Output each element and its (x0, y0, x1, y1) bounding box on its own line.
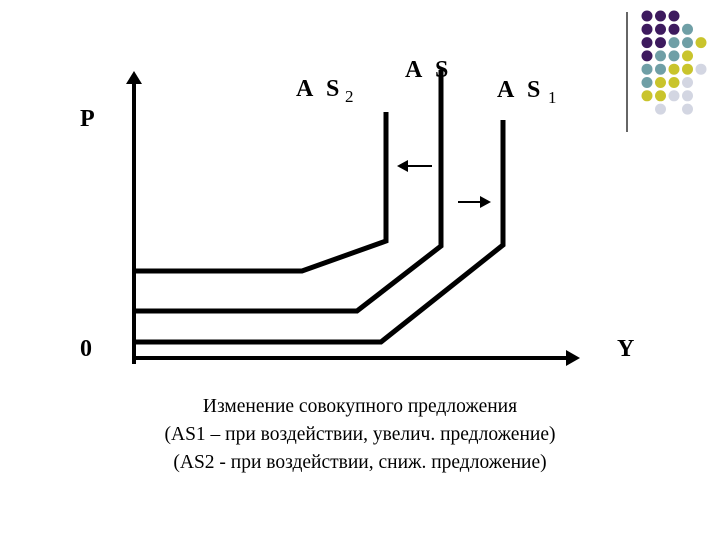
decorative-dot (695, 63, 707, 75)
curve-as2-label: A S (296, 76, 343, 102)
decorative-dot (641, 50, 653, 62)
x-axis-arrowhead (566, 350, 580, 366)
origin-label: 0 (80, 336, 92, 362)
curve-as1-label: A S (497, 77, 544, 103)
y-axis-label: P (80, 106, 95, 132)
decorative-dot (655, 10, 666, 22)
shift-left-arrow-icon (397, 160, 432, 172)
decorative-dot (668, 50, 680, 62)
decorative-dot (668, 77, 680, 88)
decorative-dot (668, 37, 680, 49)
decorative-dot (682, 63, 693, 75)
decorative-dot (655, 77, 666, 88)
y-axis-arrowhead (126, 71, 142, 84)
decorative-dot-grid (641, 10, 707, 115)
x-axis-label: Y (617, 336, 634, 362)
curve-as-label: A S (405, 57, 452, 83)
decorative-dot (655, 37, 666, 49)
decorative-dot (668, 10, 680, 22)
caption-line: (AS1 – при воздействии, увелич. предложе… (164, 424, 556, 445)
curve-as2 (136, 112, 389, 274)
decorative-dot (682, 77, 693, 88)
decorative-dot (682, 50, 693, 62)
decorative-dot (655, 90, 666, 102)
curve-as1 (136, 120, 506, 345)
decorative-dot (641, 63, 653, 75)
curve-as (136, 70, 444, 314)
decorative-dot (668, 63, 680, 75)
curve-as1-subscript: 1 (548, 88, 557, 107)
decorative-dot (641, 90, 653, 102)
decorative-dot (655, 63, 666, 75)
decorative-dot (682, 37, 693, 49)
decorative-dot (682, 103, 693, 115)
decorative-dot (655, 103, 666, 115)
decorative-dot (641, 23, 653, 35)
decorative-dot (655, 23, 666, 35)
decorative-dot (682, 23, 693, 35)
decorative-dot (641, 77, 653, 88)
curve-as2-subscript: 2 (345, 87, 354, 106)
decorative-dot (641, 37, 653, 49)
decorative-dot (695, 37, 707, 49)
shift-right-arrow-icon (458, 196, 491, 208)
caption-line: Изменение совокупного предложения (202, 396, 518, 417)
caption-line: (AS2 - при воздействии, сниж. предложени… (173, 452, 547, 473)
decorative-dot (668, 23, 680, 35)
decorative-dot (655, 50, 666, 62)
decorative-dot (682, 90, 693, 102)
decorative-dot (668, 90, 680, 102)
decorative-dot (641, 10, 653, 22)
caption: Изменение совокупного предложения (AS1 –… (0, 393, 720, 477)
